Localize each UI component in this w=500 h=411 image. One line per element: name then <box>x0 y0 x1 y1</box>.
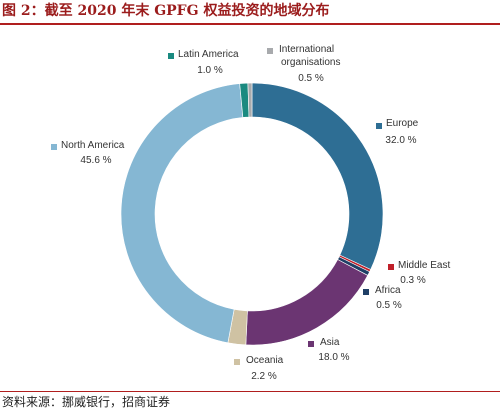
value-africa: 0.5 % <box>376 300 402 311</box>
label-europe: Europe <box>386 118 419 129</box>
value-middle-east: 0.3 % <box>400 275 426 286</box>
value-latin-america: 1.0 % <box>197 65 223 76</box>
legend-swatch-north-america <box>51 144 57 150</box>
label-north-america: North America <box>61 140 125 151</box>
slice-north-america <box>120 83 244 344</box>
donut-chart: Europe 32.0 % Middle East 0.3 %Africa 0.5 % A… <box>51 44 450 382</box>
label-oceania: Oceania <box>246 355 284 366</box>
label-international-organisations-line-2: organisations <box>281 57 340 68</box>
donut-slices <box>120 82 384 346</box>
slice-europe <box>251 82 384 270</box>
legend-swatch-europe <box>376 123 382 129</box>
legend-swatch-international-organisations <box>267 48 273 54</box>
slice-labels: Europe 32.0 % Middle East 0.3 %Africa 0.5 % A… <box>51 44 450 382</box>
legend-swatch-latin-america <box>168 53 174 59</box>
value-oceania: 2.2 % <box>251 371 277 382</box>
value-europe: 32.0 % <box>385 135 416 146</box>
source-divider <box>0 391 500 392</box>
label-international-organisations-line-1: International <box>279 44 334 55</box>
slice-asia <box>245 259 369 346</box>
chart-title: 图 2：截至 2020 年末 GPFG 权益投资的地域分布 <box>2 3 330 19</box>
value-international-organisations: 0.5 % <box>298 73 324 84</box>
label-africa: Africa <box>375 285 401 296</box>
slice-international-organisations <box>247 82 253 118</box>
label-middle-east: Middle East <box>398 260 450 271</box>
source-note: 资料来源：挪威银行，招商证券 <box>2 395 171 409</box>
legend-swatch-africa <box>363 289 369 295</box>
label-latin-america: Latin America <box>178 49 239 60</box>
legend-swatch-middle-east <box>388 264 394 270</box>
value-asia: 18.0 % <box>318 352 349 363</box>
title-divider <box>0 23 500 25</box>
label-asia: Asia <box>320 337 340 348</box>
value-north-america: 45.6 % <box>80 155 111 166</box>
legend-swatch-oceania <box>234 359 240 365</box>
legend-swatch-asia <box>308 341 314 347</box>
